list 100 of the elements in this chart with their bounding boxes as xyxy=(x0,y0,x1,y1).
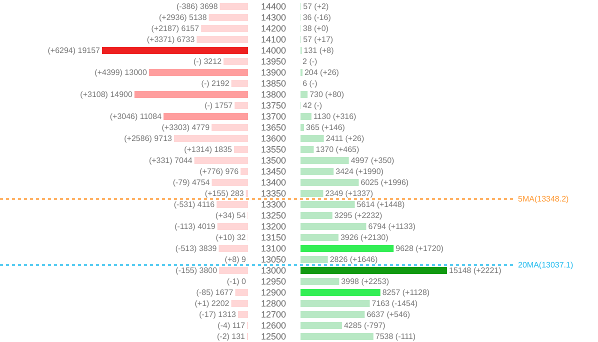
data-label: (+3371) 6733 xyxy=(146,35,196,44)
data-label: 6637 (+546) xyxy=(366,310,410,319)
data-label: 4997 (+350) xyxy=(350,156,395,165)
bar xyxy=(300,245,394,252)
bar xyxy=(102,47,248,54)
y-tick-label: 13200 xyxy=(261,222,286,232)
bar xyxy=(300,289,380,296)
data-label: (-386) 3698 xyxy=(176,2,218,11)
data-label: 15148 (+2221) xyxy=(449,266,502,275)
data-label: 2411 (+26) xyxy=(326,134,364,143)
bar xyxy=(300,91,308,98)
y-tick-label: 12500 xyxy=(261,332,286,342)
y-tick-label: 13350 xyxy=(261,188,286,198)
ref-line-label: 20MA(13037.1) xyxy=(518,260,574,270)
y-tick-label: 13000 xyxy=(261,266,286,276)
data-label: 7538 (-111) xyxy=(375,332,416,341)
data-label: (+3108) 14900 xyxy=(80,90,133,99)
bar xyxy=(212,124,248,131)
y-tick-label: 13700 xyxy=(261,112,286,122)
data-label: 42 (-) xyxy=(302,101,322,110)
data-label: 2826 (+1646) xyxy=(330,255,378,264)
bar xyxy=(300,113,312,120)
y-tick-label: 13650 xyxy=(261,122,286,132)
data-label: 1370 (+465) xyxy=(316,145,360,154)
data-label: (+6294) 19157 xyxy=(48,46,101,55)
ref-line-label: 5MA(13348.2) xyxy=(518,194,570,204)
bar xyxy=(224,58,248,65)
data-label: 36 (-16) xyxy=(302,13,332,22)
data-label: 3295 (+2232) xyxy=(334,211,383,220)
y-tick-label: 14300 xyxy=(261,12,286,22)
data-label: (+331) 7044 xyxy=(148,156,193,165)
bar xyxy=(231,300,248,307)
data-label: (+2187) 6157 xyxy=(151,24,200,33)
bar xyxy=(240,168,248,175)
y-tick-label: 12950 xyxy=(261,276,286,286)
y-tick-label: 13550 xyxy=(261,144,286,154)
data-label: (-4) 117 xyxy=(218,321,246,330)
bar xyxy=(231,80,248,87)
y-tick-label: 12600 xyxy=(261,320,286,330)
bar xyxy=(300,124,304,131)
bar xyxy=(238,311,248,318)
bar xyxy=(220,3,248,10)
bar xyxy=(300,146,314,153)
data-label: 6 (-) xyxy=(302,79,318,88)
bar xyxy=(300,223,366,230)
bar xyxy=(300,300,370,307)
y-tick-label: 13100 xyxy=(261,244,286,254)
data-label: (-513) 3839 xyxy=(175,244,218,253)
data-label: (-155) 3800 xyxy=(176,266,218,275)
bar xyxy=(208,14,248,21)
data-label: (+2936) 5138 xyxy=(159,13,208,22)
y-tick-label: 12900 xyxy=(261,288,286,298)
data-label: 3998 (+2253) xyxy=(341,277,390,286)
data-label: (-113) 4019 xyxy=(174,222,216,231)
data-label: 3926 (+2130) xyxy=(340,233,389,242)
data-label: (-) 3212 xyxy=(194,57,222,66)
data-label: 9628 (+1720) xyxy=(396,244,444,253)
bar xyxy=(300,311,365,318)
bar xyxy=(218,245,248,252)
bar xyxy=(196,36,248,43)
data-label: (+1314) 1835 xyxy=(184,145,233,154)
data-label: (-85) 1677 xyxy=(196,288,234,297)
bar xyxy=(300,179,359,186)
y-tick-label: 14000 xyxy=(261,46,286,56)
data-label: 730 (+80) xyxy=(310,90,344,99)
bar xyxy=(300,168,334,175)
bar xyxy=(235,289,248,296)
y-tick-label: 13400 xyxy=(261,178,286,188)
y-tick-label: 12800 xyxy=(261,298,286,308)
data-label: 57 (+17) xyxy=(303,35,334,44)
y-tick-label: 14200 xyxy=(261,24,286,34)
bar xyxy=(300,278,340,285)
data-label: (+3046) 11084 xyxy=(110,112,162,121)
bar xyxy=(234,102,248,109)
bar xyxy=(194,157,248,164)
bar xyxy=(148,69,248,76)
y-tick-label: 14100 xyxy=(261,34,286,44)
data-label: (-) 1757 xyxy=(204,101,234,110)
data-label: (-79) 4754 xyxy=(172,178,210,187)
data-label: 6794 (+1133) xyxy=(368,222,416,231)
bar xyxy=(300,322,342,329)
data-label: (+1) 2202 xyxy=(194,299,230,308)
bar xyxy=(300,135,324,142)
data-label: (+34) 54 xyxy=(216,211,246,220)
data-label: 57 (+2) xyxy=(303,2,329,11)
y-tick-label: 13450 xyxy=(261,166,286,176)
bar xyxy=(134,91,248,98)
y-tick-label: 13150 xyxy=(261,232,286,242)
bar xyxy=(300,333,374,340)
y-tick-label: 13250 xyxy=(261,210,286,220)
data-label: 365 (+146) xyxy=(306,123,346,132)
data-label: (-17) 1313 xyxy=(199,310,237,319)
data-label: 8257 (+1128) xyxy=(382,288,430,297)
y-tick-label: 13750 xyxy=(261,100,286,110)
y-tick-label: 13500 xyxy=(261,156,286,166)
bar xyxy=(201,25,248,32)
bar xyxy=(300,190,324,197)
data-label: (+10) 32 xyxy=(216,233,246,242)
data-label: (+3303) 4779 xyxy=(162,123,210,132)
data-label: (+2586) 9713 xyxy=(124,134,173,143)
